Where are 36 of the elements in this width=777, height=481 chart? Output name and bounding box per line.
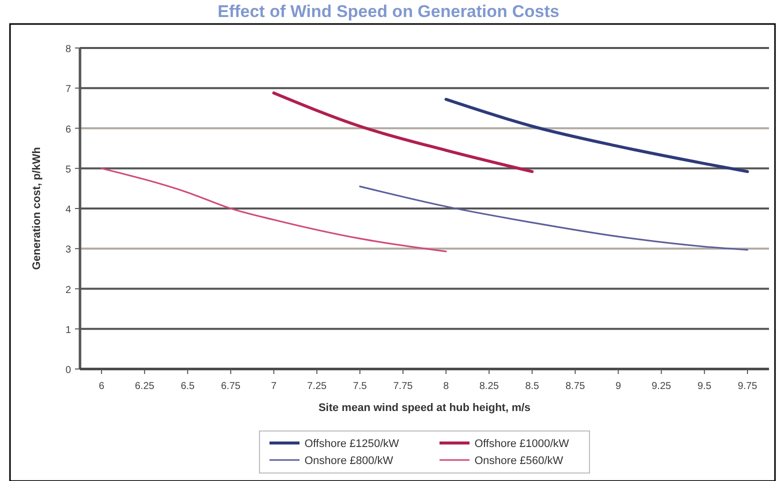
line-series [444, 98, 749, 174]
x-tick-label: 7 [271, 381, 277, 392]
line-series [359, 186, 748, 251]
chart-title: Effect of Wind Speed on Generation Costs [218, 2, 560, 21]
y-tick-label: 4 [65, 204, 72, 216]
legend-label: Offshore £1000/kW [474, 438, 570, 450]
y-tick-label: 5 [65, 164, 72, 176]
x-tick-label: 8.75 [565, 381, 586, 392]
x-tick-label: 6.5 [180, 381, 196, 392]
y-tick-label: 3 [65, 244, 72, 256]
y-tick-label: 6 [65, 124, 72, 136]
x-axis-title: Site mean wind speed at hub height, m/s [318, 402, 531, 414]
line-series [272, 91, 534, 174]
x-tick-label: 9.25 [652, 381, 672, 392]
x-tick-label: 7.5 [352, 381, 368, 392]
line-series [100, 168, 447, 252]
x-tick-label: 9.75 [738, 381, 758, 392]
y-tick-label: 0 [65, 365, 72, 376]
x-tick-label: 7.25 [307, 381, 328, 392]
x-tick-label: 8.5 [525, 381, 540, 392]
y-tick-label: 8 [65, 44, 72, 55]
x-tick-label: 8 [443, 381, 450, 392]
x-tick-label: 7.75 [393, 381, 414, 392]
legend-label: Onshore £800/kW [304, 455, 394, 467]
y-tick-label: 7 [65, 84, 72, 96]
y-axis-title: Generation cost, p/kWh [31, 146, 43, 270]
x-tick-label: 9 [616, 381, 622, 392]
x-tick-label: 8.25 [479, 381, 500, 392]
x-tick-label: 6 [98, 381, 105, 392]
y-tick-label: 1 [65, 324, 72, 336]
x-tick-label: 9.5 [697, 381, 712, 392]
legend-label: Onshore £560/kW [474, 455, 564, 467]
y-tick-label: 2 [65, 284, 72, 296]
x-tick-label: 6.75 [220, 381, 241, 392]
legend-label: Offshore £1250/kW [304, 438, 400, 450]
x-tick-label: 6.25 [134, 381, 155, 392]
